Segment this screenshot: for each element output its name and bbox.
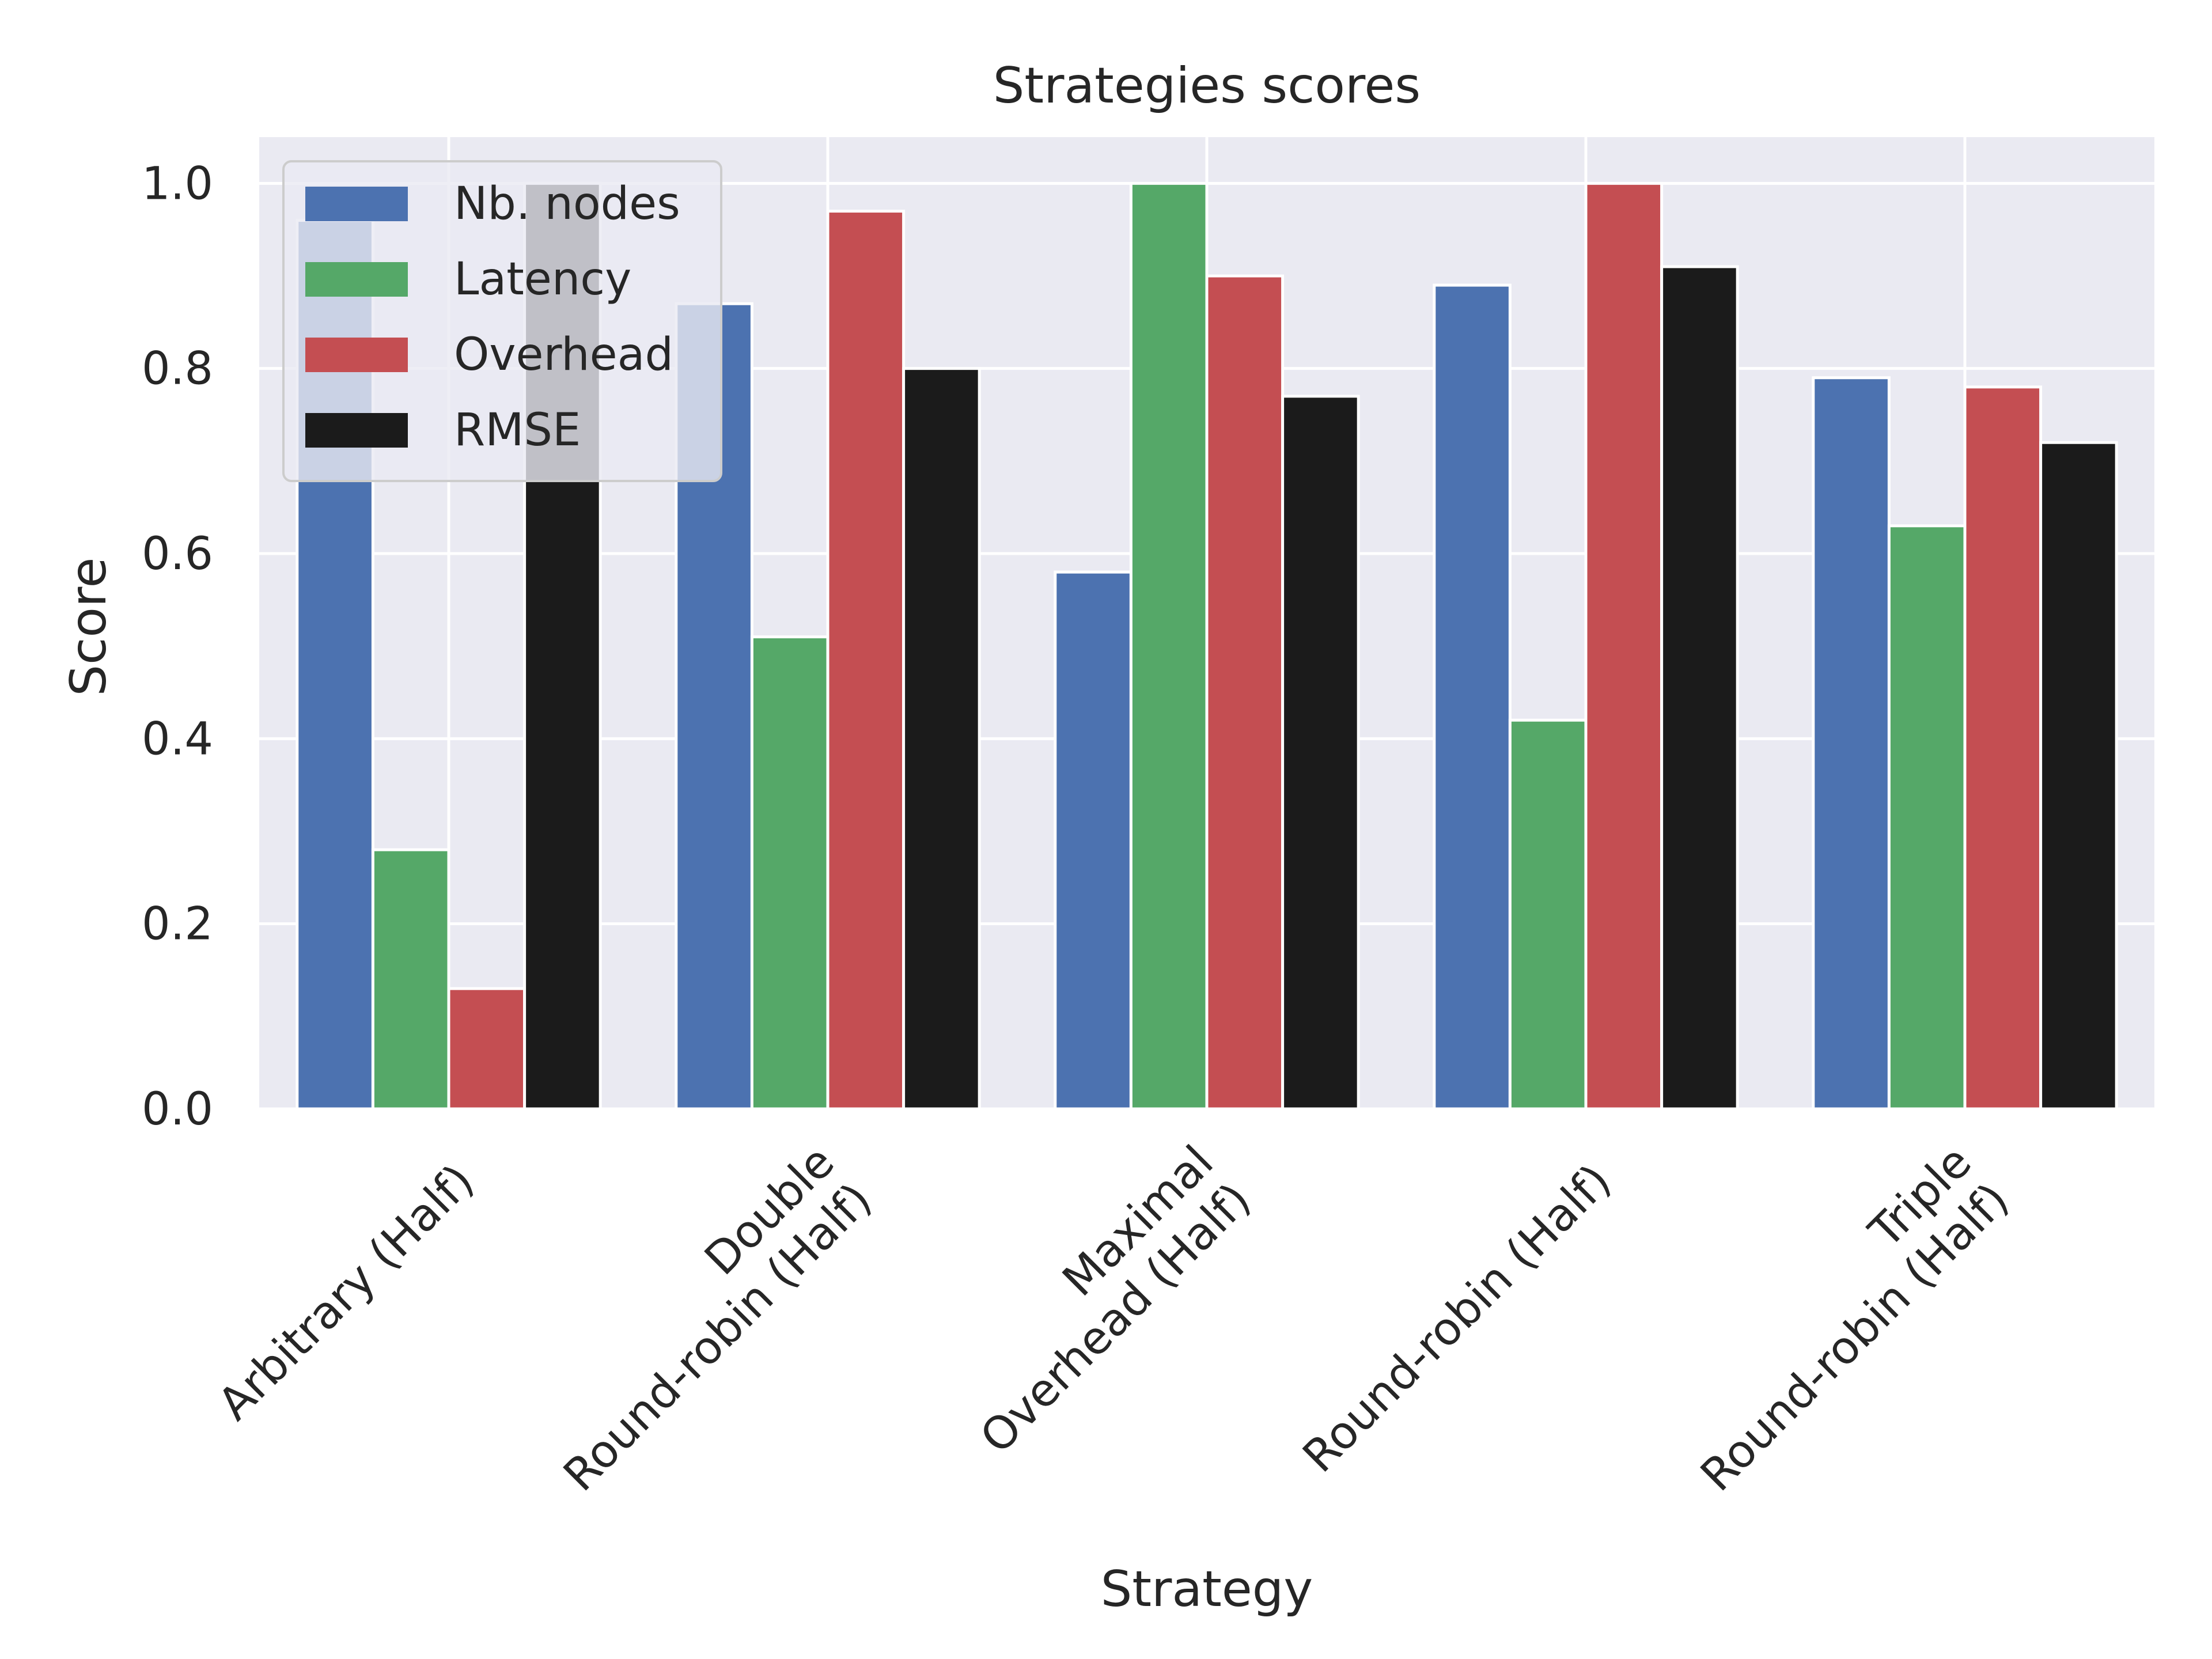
bar-overhead-3	[1584, 181, 1664, 1111]
x-axis-label: Strategy	[1101, 1560, 1313, 1618]
bar-latency-0	[371, 848, 450, 1111]
legend-swatch-nb-nodes	[305, 187, 408, 221]
bar-rmse-3	[1660, 265, 1739, 1111]
bar-nb-nodes-4	[1812, 376, 1891, 1111]
legend-label-latency: Latency	[454, 253, 631, 305]
legend-label-nb-nodes: Nb. nodes	[454, 178, 680, 230]
y-tick-label: 0.6	[142, 528, 213, 580]
bar-overhead-1	[826, 210, 906, 1111]
x-tick-label: TripleRound-robin (Half)	[1654, 1136, 2019, 1501]
bar-latency-2	[1129, 181, 1209, 1111]
legend: Nb. nodes Latency Overhead RMSE	[282, 160, 722, 482]
bar-overhead-4	[1963, 385, 2043, 1111]
bar-overhead-2	[1205, 274, 1285, 1111]
legend-label-overhead: Overhead	[454, 329, 673, 381]
bar-rmse-4	[2039, 441, 2118, 1111]
bar-latency-3	[1508, 718, 1588, 1111]
y-tick-label: 1.0	[142, 158, 213, 210]
legend-swatch-overhead	[305, 338, 408, 372]
bar-rmse-1	[902, 367, 981, 1111]
x-tick-label: Arbitrary (Half)	[209, 1155, 484, 1430]
x-tick-label: DoubleRound-robin (Half)	[517, 1136, 882, 1501]
y-tick-label: 0.0	[142, 1084, 213, 1135]
y-tick-label: 0.4	[142, 713, 213, 765]
bar-overhead-0	[447, 987, 527, 1111]
y-tick-label: 0.8	[142, 343, 213, 395]
x-tick-labels: Arbitrary (Half) DoubleRound-robin (Half)…	[209, 1136, 2019, 1501]
bar-latency-1	[750, 635, 830, 1111]
legend-label-rmse: RMSE	[454, 404, 581, 456]
legend-box	[282, 160, 722, 482]
x-tick-label: MaximalOverhead (Half)	[933, 1136, 1261, 1464]
x-tick-label: Round-robin (Half)	[1293, 1155, 1621, 1483]
chart-title: Strategies scores	[993, 57, 1421, 115]
bar-nb-nodes-2	[1054, 570, 1132, 1111]
legend-swatch-latency	[305, 262, 408, 297]
bar-rmse-2	[1281, 395, 1360, 1111]
bar-nb-nodes-3	[1433, 283, 1512, 1111]
legend-swatch-rmse	[305, 413, 408, 448]
y-tick-labels: 0.0 0.2 0.4 0.6 0.8 1.0	[142, 158, 213, 1135]
y-axis-label: Score	[60, 558, 118, 696]
bar-latency-4	[1887, 524, 1967, 1111]
bars	[296, 181, 2118, 1111]
y-tick-label: 0.2	[142, 899, 213, 950]
